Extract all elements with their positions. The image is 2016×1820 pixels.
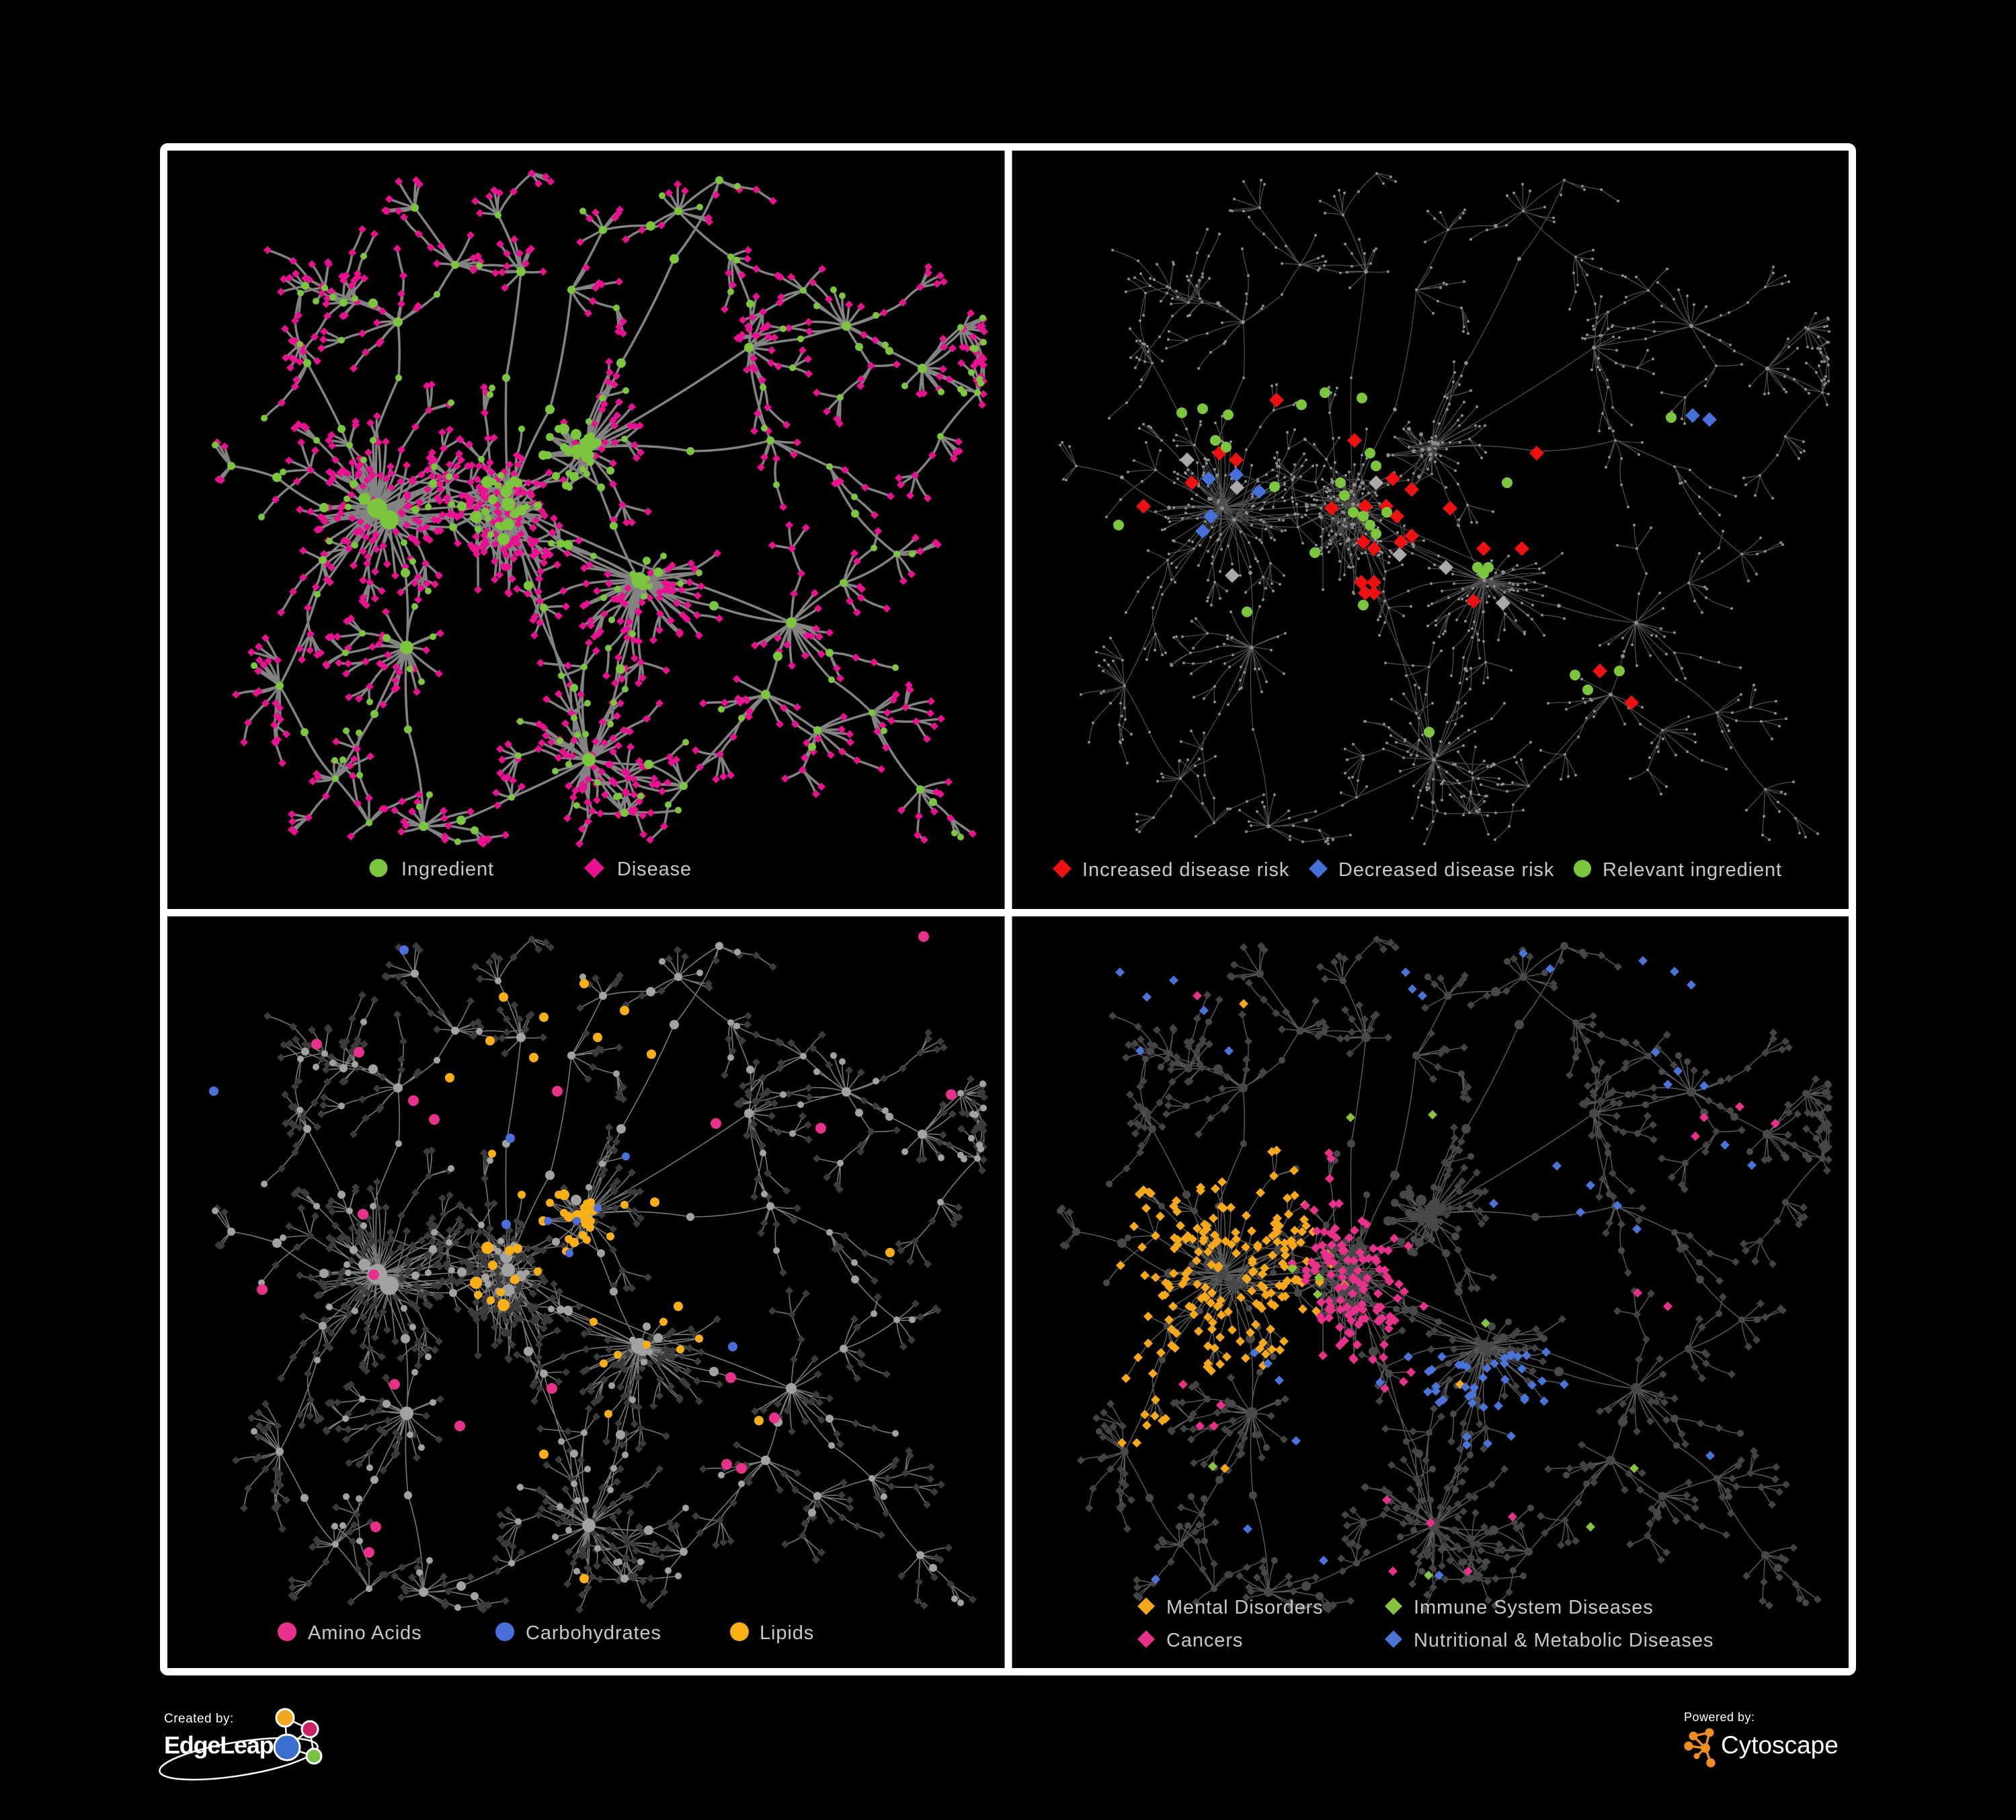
svg-text:Amino Acids: Amino Acids (308, 1622, 421, 1644)
svg-text:Immune System Diseases: Immune System Diseases (1414, 1597, 1654, 1618)
svg-text:Nutritional & Metabolic Diseas: Nutritional & Metabolic Diseases (1414, 1630, 1713, 1651)
svg-text:Cancers: Cancers (1166, 1630, 1243, 1651)
svg-text:Created by:: Created by: (164, 1712, 234, 1726)
svg-text:Cytoscape: Cytoscape (1721, 1731, 1839, 1759)
svg-text:Mental Disorders: Mental Disorders (1166, 1597, 1324, 1618)
svg-text:Carbohydrates: Carbohydrates (526, 1622, 661, 1644)
svg-text:Increased disease risk: Increased disease risk (1082, 859, 1289, 881)
svg-text:Ingredient: Ingredient (401, 859, 494, 880)
svg-text:Powered by:: Powered by: (1684, 1710, 1755, 1724)
svg-text:Lipids: Lipids (760, 1622, 814, 1644)
svg-text:Decreased disease risk: Decreased disease risk (1338, 859, 1554, 881)
svg-text:Relevant ingredient: Relevant ingredient (1603, 859, 1782, 881)
svg-text:Disease: Disease (617, 859, 692, 880)
